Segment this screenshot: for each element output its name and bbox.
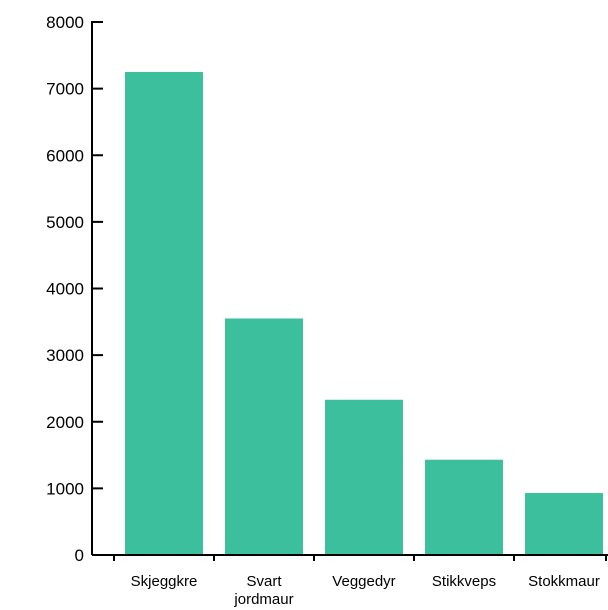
y-tick-label: 5000 (46, 213, 84, 232)
bar-svart-jordmaur (225, 318, 303, 555)
x-tick-label: Svart jordmaur (233, 573, 293, 608)
y-tick-label: 6000 (46, 146, 84, 165)
bar-skjeggkre (125, 71, 203, 555)
x-tick-label: Stokkmaur (528, 573, 600, 590)
bars-group (125, 71, 603, 555)
y-tick-label: 0 (75, 546, 84, 565)
bar-veggedyr (325, 399, 403, 555)
y-tick-label: 2000 (46, 413, 84, 432)
y-tick-label: 1000 (46, 479, 84, 498)
y-axis: 0 1000 2000 3000 4000 5000 6000 7000 8000 (46, 13, 103, 565)
y-tick-label: 4000 (46, 280, 84, 299)
y-tick-label: 8000 (46, 13, 84, 32)
x-tick-label: Veggedyr (332, 573, 395, 590)
bar-stokkmaur (525, 493, 603, 555)
x-tick-label: Stikkveps (432, 573, 496, 590)
y-tick-label: 7000 (46, 80, 84, 99)
bar-stikkveps (425, 459, 503, 555)
x-tick-label: Skjeggkre (131, 573, 198, 590)
y-tick-label: 3000 (46, 346, 84, 365)
x-axis: Skjeggkre Svart jordmaur Veggedyr Stikkveps S… (92, 554, 608, 608)
